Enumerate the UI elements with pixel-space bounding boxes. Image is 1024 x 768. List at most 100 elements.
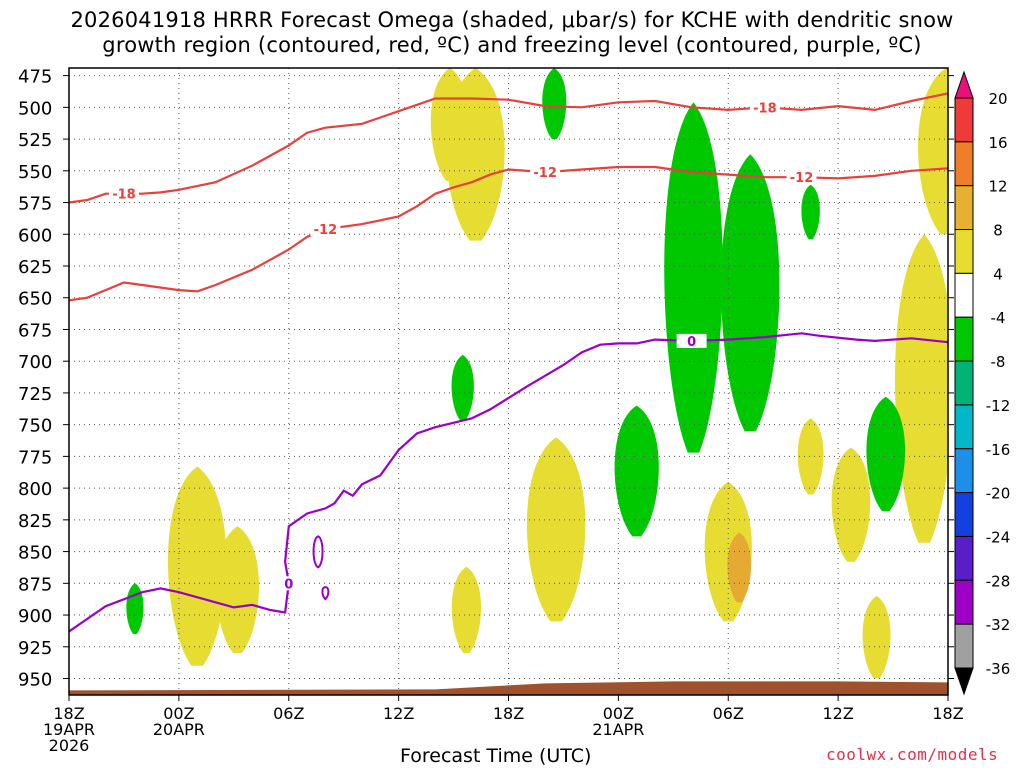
y-tick-label: 875	[18, 574, 52, 595]
contour-label-bg-0-12	[273, 576, 304, 591]
y-tick-label: 925	[18, 638, 52, 659]
omega-region-8	[797, 418, 824, 495]
contour-line-0	[69, 332, 948, 633]
colorbar-swatch-7	[954, 360, 974, 406]
x-tick-label: 12Z	[383, 704, 414, 723]
colorbar-swatch-9	[954, 448, 974, 494]
x-tick-label: 06Z	[713, 704, 744, 723]
contour-label--18: -18	[112, 188, 136, 203]
colorbar-swatch-8	[954, 404, 974, 450]
colorbar-swatch-13	[954, 623, 974, 669]
y-tick-label: 750	[18, 416, 52, 437]
contour-label--12: -12	[533, 166, 557, 181]
y-tick-label: 950	[18, 670, 52, 691]
omega-region-14	[451, 354, 474, 421]
y-tick-label: 725	[18, 384, 52, 405]
x-tick-label: 21APR	[592, 720, 644, 739]
contour-label--12: -12	[790, 171, 814, 186]
colorbar-label: 16	[988, 134, 1007, 152]
omega-region-4	[451, 566, 481, 654]
colorbar-label: -36	[986, 660, 1011, 678]
omega-region-1	[216, 526, 259, 654]
colorbar-swatch-2	[954, 141, 974, 187]
contour-label-bg--12-15	[310, 222, 341, 237]
contour-label-bg--12-40	[786, 170, 817, 185]
colorbar-label: -16	[986, 441, 1011, 459]
y-tick-label: 550	[18, 162, 52, 183]
colorbar-label: -32	[986, 616, 1011, 634]
x-tick-label: 18Z	[53, 704, 84, 723]
y-tick-label: 900	[18, 606, 52, 627]
colorbar-swatch-12	[954, 579, 974, 625]
omega-region-10	[862, 596, 891, 679]
colorbar-swatch-11	[954, 535, 974, 581]
colorbar-label: -4	[991, 309, 1006, 327]
omega-shading	[126, 68, 948, 679]
y-tick-label: 625	[18, 257, 52, 278]
y-tick-label: 825	[18, 511, 52, 532]
y-tick-label: 850	[18, 543, 52, 564]
omega-region-9	[831, 447, 871, 562]
y-tick-label: 700	[18, 352, 52, 373]
x-tick-label: 18Z	[493, 704, 524, 723]
colorbar-swatch-10	[954, 492, 974, 537]
contour-line--18	[69, 92, 948, 204]
omega-region-16	[664, 102, 723, 453]
y-tick-label: 500	[18, 98, 52, 119]
freezing-loop-1	[312, 535, 324, 569]
contour-label--18: -18	[753, 101, 777, 116]
chart-title: 2026041918 HRRR Forecast Omega (shaded, …	[0, 8, 1024, 58]
colorbar-swatch-6	[954, 316, 974, 362]
contour-label-0: 0	[284, 577, 293, 592]
freezing-loop-2	[321, 586, 330, 601]
contour-label--12: -12	[314, 223, 338, 238]
colorbar-bottom-arrow	[954, 667, 974, 696]
y-tick-label: 600	[18, 225, 52, 246]
colorbar-label: -20	[986, 485, 1011, 503]
contour-label-bg-0-35	[676, 333, 707, 348]
omega-region-12	[918, 68, 948, 235]
chart-title-line-2: growth region (contoured, red, ºC) and f…	[102, 33, 922, 57]
x-tick-label: 2026	[49, 736, 90, 755]
colorbar-swatch-5	[954, 272, 974, 318]
colorbar-label: -12	[986, 397, 1011, 415]
contour-label-bg--12-26	[530, 165, 561, 180]
omega-region-3	[446, 68, 505, 241]
omega-region-17	[721, 154, 780, 432]
x-tick-label: 00Z	[603, 704, 634, 723]
y-tick-label: 675	[18, 320, 52, 341]
colorbar: 20 16 12 8 4 -4 -8 -12 -16 -20 -24 -28 -32 -36	[954, 70, 1011, 696]
x-tick-label: 12Z	[822, 704, 853, 723]
y-tick-label: 575	[18, 194, 52, 215]
x-tick-label: 18Z	[932, 704, 963, 723]
omega-region-18	[801, 184, 820, 240]
x-tick-label: 19APR	[43, 720, 95, 739]
colorbar-label: 20	[988, 90, 1007, 108]
y-tick-label: 525	[18, 130, 52, 151]
x-tick-label: 06Z	[273, 704, 304, 723]
colorbar-label: -24	[986, 528, 1011, 546]
colorbar-swatch-4	[954, 229, 974, 274]
omega-region-7	[727, 532, 752, 603]
colorbar-label: 12	[988, 178, 1007, 196]
x-tick-label: 20APR	[153, 720, 205, 739]
omega-region-13	[126, 583, 144, 635]
x-tick-label: 00Z	[163, 704, 194, 723]
omega-region-0	[167, 466, 227, 666]
y-tick-label: 775	[18, 447, 52, 468]
colorbar-label: 8	[993, 222, 1003, 240]
colorbar-label: -8	[991, 353, 1006, 371]
y-tick-label: 475	[18, 67, 52, 88]
contour-line--12	[69, 165, 948, 302]
contour-label-bg--18-3	[108, 186, 139, 201]
x-axis-label: Forecast Time (UTC)	[400, 745, 592, 767]
contour-label-0: 0	[687, 335, 696, 350]
colorbar-swatch-3	[954, 185, 974, 231]
omega-region-5	[526, 437, 586, 622]
colorbar-label: -28	[986, 572, 1011, 590]
colorbar-top-arrow	[954, 70, 974, 99]
chart-title-line-1: 2026041918 HRRR Forecast Omega (shaded, …	[70, 8, 954, 32]
colorbar-swatch-1	[954, 97, 974, 143]
omega-region-20	[866, 396, 906, 511]
